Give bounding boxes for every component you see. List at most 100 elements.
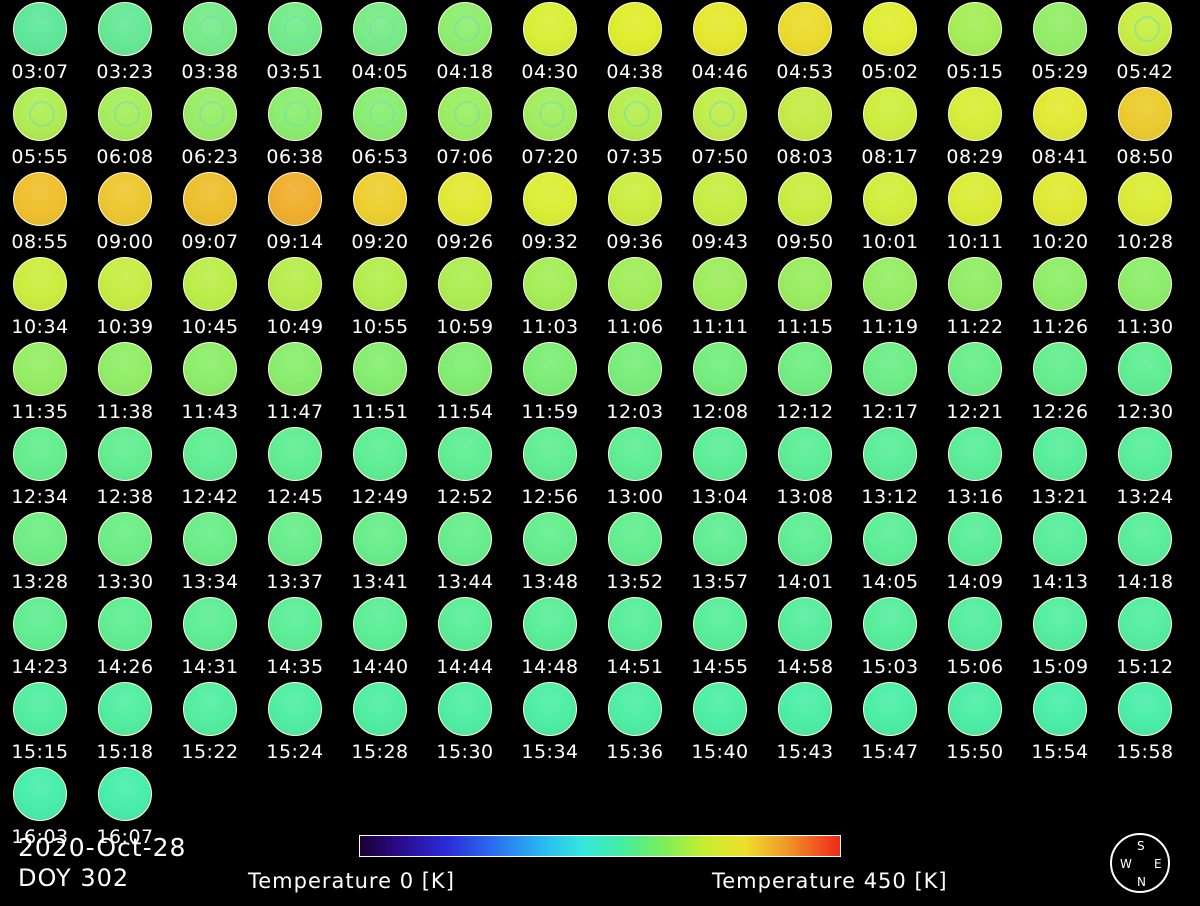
frame-time-label: 06:38	[266, 146, 324, 168]
frame-time-label: 15:47	[861, 741, 919, 763]
sky-disk-image	[438, 342, 492, 396]
disk-shading	[609, 258, 661, 310]
image-frame: 10:28	[1105, 170, 1185, 254]
frame-time-label: 11:35	[11, 401, 69, 423]
image-frame: 13:12	[850, 425, 930, 509]
frame-time-label: 12:21	[946, 401, 1004, 423]
frame-time-label: 09:14	[266, 231, 324, 253]
frame-time-label: 15:22	[181, 741, 239, 763]
image-frame: 14:55	[680, 595, 760, 679]
disk-shading	[609, 428, 661, 480]
disk-shading	[1119, 343, 1171, 395]
image-frame: 15:06	[935, 595, 1015, 679]
frame-time-label: 12:49	[351, 486, 409, 508]
frame-time-label: 11:22	[946, 316, 1004, 338]
colorbar-max-label: Temperature 450 [K]	[712, 869, 948, 893]
sky-disk-image	[948, 2, 1002, 56]
disk-shading	[1119, 598, 1171, 650]
sky-disk-image	[778, 172, 832, 226]
disk-shading	[524, 513, 576, 565]
sky-disk-image	[353, 257, 407, 311]
image-frame: 08:55	[0, 170, 80, 254]
image-frame: 12:49	[340, 425, 420, 509]
disk-shading	[949, 3, 1001, 55]
sky-disk-image	[523, 682, 577, 736]
disk-shading	[524, 598, 576, 650]
sky-disk-image	[1118, 512, 1172, 566]
disk-shading	[99, 258, 151, 310]
image-frame: 14:40	[340, 595, 420, 679]
sky-disk-image	[863, 682, 917, 736]
frame-time-label: 05:55	[11, 146, 69, 168]
sky-disk-image	[778, 87, 832, 141]
frame-time-label: 09:50	[776, 231, 834, 253]
disk-shading	[439, 258, 491, 310]
disk-shading	[184, 258, 236, 310]
frame-time-label: 13:16	[946, 486, 1004, 508]
sky-disk-image	[523, 172, 577, 226]
sky-disk-image	[1118, 597, 1172, 651]
image-frame: 15:34	[510, 680, 590, 764]
frame-time-label: 09:43	[691, 231, 749, 253]
sky-disk-image	[778, 2, 832, 56]
image-frame: 15:30	[425, 680, 505, 764]
image-frame: 11:54	[425, 340, 505, 424]
image-frame: 13:48	[510, 510, 590, 594]
image-frame: 06:23	[170, 85, 250, 169]
frame-time-label: 15:06	[946, 656, 1004, 678]
disk-shading	[269, 683, 321, 735]
sky-disk-image	[438, 512, 492, 566]
sky-disk-image	[1118, 2, 1172, 56]
sky-disk-image	[523, 427, 577, 481]
frame-time-label: 13:41	[351, 571, 409, 593]
frame-time-label: 13:34	[181, 571, 239, 593]
frame-time-label: 15:09	[1031, 656, 1089, 678]
disk-shading	[864, 683, 916, 735]
image-frame: 10:59	[425, 255, 505, 339]
frame-time-label: 16:03	[11, 826, 69, 848]
disk-shading	[99, 768, 151, 820]
disk-shading	[694, 343, 746, 395]
sky-disk-image	[268, 2, 322, 56]
image-frame: 11:15	[765, 255, 845, 339]
image-frame: 08:03	[765, 85, 845, 169]
image-frame: 14:44	[425, 595, 505, 679]
sky-disk-image	[778, 427, 832, 481]
frame-time-label: 13:30	[96, 571, 154, 593]
image-frame: 12:42	[170, 425, 250, 509]
sky-disk-image	[353, 87, 407, 141]
compass-west-label: W	[1120, 857, 1132, 871]
disk-shading	[524, 683, 576, 735]
disk-shading	[1034, 428, 1086, 480]
image-frame: 15:24	[255, 680, 335, 764]
disk-shading	[1119, 683, 1171, 735]
image-frame: 12:21	[935, 340, 1015, 424]
image-frame: 14:35	[255, 595, 335, 679]
disk-shading	[354, 683, 406, 735]
disk-shading	[694, 3, 746, 55]
frame-time-label: 14:55	[691, 656, 749, 678]
disk-ring-pattern	[284, 101, 310, 127]
frame-time-label: 16:07	[96, 826, 154, 848]
image-frame: 09:43	[680, 170, 760, 254]
disk-shading	[609, 173, 661, 225]
disk-shading	[524, 428, 576, 480]
image-frame: 11:30	[1105, 255, 1185, 339]
image-frame: 15:54	[1020, 680, 1100, 764]
disk-shading	[779, 513, 831, 565]
frame-time-label: 06:08	[96, 146, 154, 168]
disk-shading	[524, 258, 576, 310]
disk-shading	[184, 598, 236, 650]
frame-time-label: 11:43	[181, 401, 239, 423]
disk-shading	[269, 428, 321, 480]
sky-disk-image	[608, 257, 662, 311]
disk-shading	[864, 258, 916, 310]
disk-shading	[99, 428, 151, 480]
disk-shading	[949, 88, 1001, 140]
disk-shading	[694, 513, 746, 565]
frame-time-label: 11:19	[861, 316, 919, 338]
sky-disk-image	[778, 512, 832, 566]
disk-shading	[439, 513, 491, 565]
disk-shading	[949, 258, 1001, 310]
image-frame: 11:51	[340, 340, 420, 424]
